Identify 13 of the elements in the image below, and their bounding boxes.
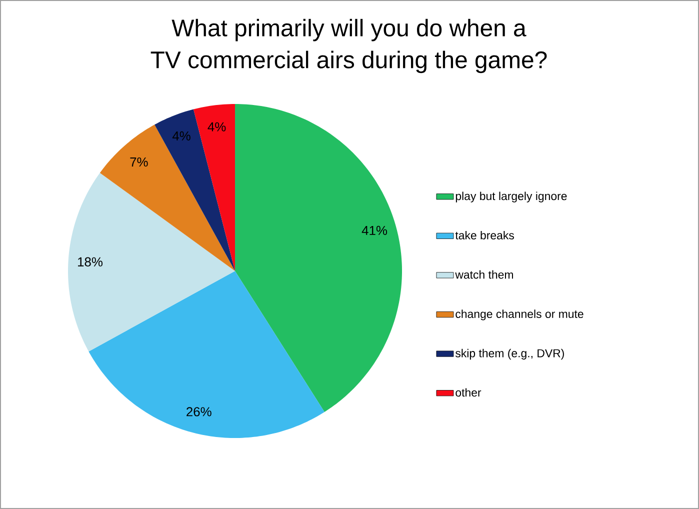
data-label: 18% [78,257,102,266]
legend-label: play but largely ignore [456,192,567,202]
legend-label: skip them (e.g., DVR) [455,348,564,360]
legend-label: watch them [455,270,513,279]
chart-title: What primarily will you do when a TV commercial airs during the game? [150,18,547,74]
data-label: 41% [362,226,388,235]
data-label: 4% [208,122,226,132]
data-label: 4% [172,131,190,140]
data-label: 7% [130,157,148,167]
legend-label: take breaks [455,231,514,240]
legend-label: other [456,388,482,397]
data-label: 26% [186,407,212,416]
legend-label: change channels or mute [456,310,584,320]
